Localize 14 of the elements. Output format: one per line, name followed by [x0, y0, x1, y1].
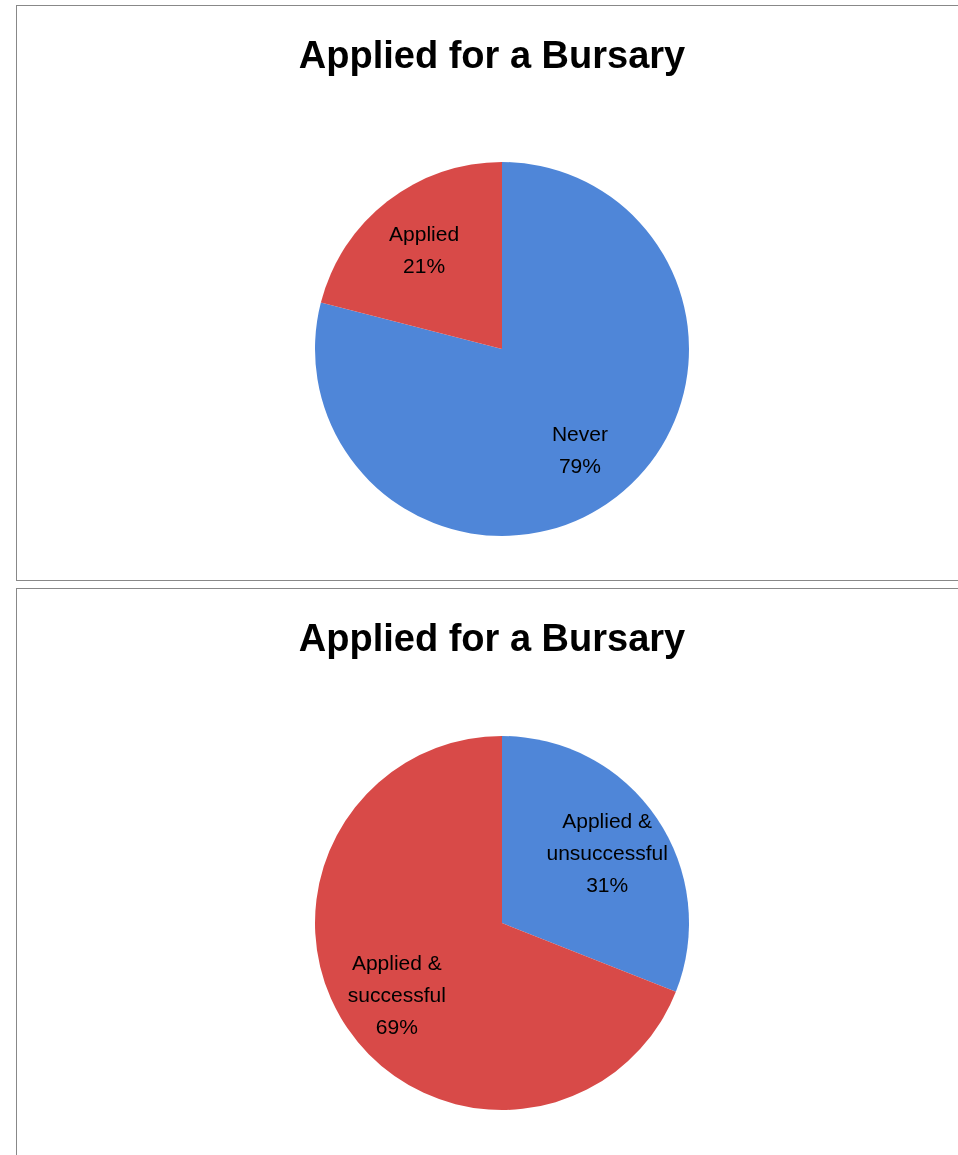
pie-slice [502, 736, 689, 992]
slice-label: Applied & successful [347, 950, 446, 1006]
pie-slice [320, 162, 502, 349]
chart-title: Applied for a Bursary [297, 617, 687, 660]
slice-label: Never [551, 421, 608, 445]
data-label: 69% [375, 1014, 418, 1038]
pie-slice [315, 162, 689, 536]
slice-label: Applied [389, 221, 460, 245]
data-label: 79% [558, 453, 601, 477]
data-label: 21% [403, 253, 446, 277]
chart-title: Applied for a Bursary [297, 34, 687, 77]
pie-slice [315, 736, 676, 1110]
data-label: 31% [586, 872, 629, 896]
slice-label: Applied & unsuccessful [546, 808, 668, 864]
